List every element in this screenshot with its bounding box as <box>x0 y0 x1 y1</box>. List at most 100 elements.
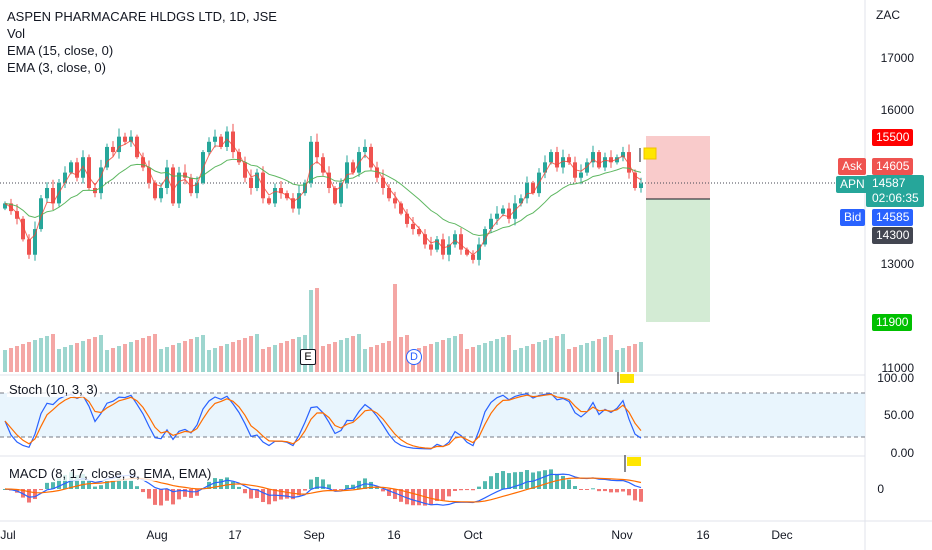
candle <box>219 136 223 147</box>
volume-bar <box>465 349 469 372</box>
candle <box>483 229 487 245</box>
legend-vol[interactable]: Vol <box>7 26 26 41</box>
volume-bar <box>321 346 325 372</box>
flag-icon[interactable] <box>617 372 634 384</box>
volume-series <box>3 284 643 372</box>
stoch-label[interactable]: Stoch (10, 3, 3) <box>7 382 100 397</box>
candle <box>327 172 331 188</box>
macd-hist-bar <box>285 489 289 499</box>
macd-hist-bar <box>453 489 457 491</box>
macd-hist-bar <box>639 489 643 502</box>
last-price-box: 14587 02:06:35 <box>866 175 924 207</box>
candle <box>123 136 127 142</box>
legend-ema15[interactable]: EMA (15, close, 0) <box>7 43 114 58</box>
candle <box>363 146 367 153</box>
macd-hist-bar <box>147 489 151 499</box>
candle <box>273 188 277 204</box>
volume-bar <box>81 341 85 372</box>
macd-hist-bar <box>627 489 631 496</box>
position-reward-zone[interactable] <box>646 199 710 322</box>
volume-bar <box>453 336 457 372</box>
volume-bar <box>189 339 193 372</box>
volume-bar <box>459 334 463 372</box>
macd-hist-bar <box>387 489 391 496</box>
volume-bar <box>183 341 187 372</box>
candle <box>249 177 253 188</box>
volume-bar <box>441 340 445 372</box>
macd-hist-bar <box>603 489 607 492</box>
macd-hist-bar <box>195 489 199 496</box>
flag-icon[interactable] <box>624 455 641 472</box>
candle <box>177 172 181 204</box>
candle <box>81 157 85 178</box>
volume-bar <box>399 337 403 372</box>
candle <box>411 223 415 230</box>
candle <box>345 162 349 183</box>
macd-hist-bar <box>543 470 547 489</box>
volume-bar <box>549 338 553 372</box>
macd-hist-bar <box>189 489 193 498</box>
volume-bar <box>327 344 331 372</box>
volume-bar <box>141 338 145 372</box>
macd-hist-bar <box>483 481 487 489</box>
ask-label-tag: Ask <box>838 158 867 175</box>
macd-hist-bar <box>159 489 163 506</box>
volume-bar <box>21 344 25 372</box>
candle <box>297 193 301 209</box>
macd-hist-bar <box>33 489 37 500</box>
target-high-tag[interactable]: 15500 <box>872 129 914 146</box>
volume-bar <box>129 342 133 372</box>
macd-label[interactable]: MACD (8, 17, close, 9, EMA, EMA) <box>7 466 214 481</box>
macd-hist-bar <box>609 489 613 493</box>
macd-hist-bar <box>27 489 31 503</box>
candle <box>501 208 505 214</box>
volume-bar <box>63 347 67 372</box>
candle <box>549 152 553 163</box>
macd-hist-bar <box>519 471 523 489</box>
volume-bar <box>99 335 103 372</box>
macd-hist-bar <box>549 469 553 489</box>
macd-hist-bar <box>237 486 241 489</box>
candle <box>39 198 43 230</box>
volume-bar <box>213 348 217 372</box>
volume-bar <box>555 336 559 372</box>
volume-bar <box>9 348 13 372</box>
candle <box>465 249 469 255</box>
volume-bar <box>627 346 631 372</box>
macd-hist-bar <box>495 472 499 489</box>
volume-bar <box>381 343 385 372</box>
legend-ema3[interactable]: EMA (3, close, 0) <box>7 60 106 75</box>
candle <box>159 188 163 199</box>
macd-hist-bar <box>183 489 187 497</box>
macd-hist-bar <box>471 489 475 491</box>
macd-hist-bar <box>327 484 331 489</box>
position-risk-zone[interactable] <box>646 136 710 199</box>
macd-hist-bar <box>561 475 565 489</box>
volume-bar <box>255 334 259 372</box>
candle <box>51 188 55 204</box>
volume-bar <box>483 343 487 372</box>
stop-tag[interactable]: 14300 <box>872 227 914 244</box>
flag-icon[interactable] <box>639 147 657 162</box>
volume-bar <box>609 335 613 372</box>
macd-hist-bar <box>87 480 91 489</box>
earnings-icon[interactable]: E <box>300 349 316 365</box>
target-low-tag[interactable]: 11900 <box>872 314 913 331</box>
symbol-title[interactable]: ASPEN PHARMACARE HLDGS LTD, 1D, JSE <box>7 9 277 24</box>
candle <box>585 162 589 173</box>
macd-hist-bar <box>357 480 361 489</box>
candle-series <box>3 123 643 266</box>
candle <box>399 203 403 214</box>
candle <box>45 188 49 199</box>
macd-hist-bar <box>261 489 265 503</box>
macd-hist-bar <box>465 489 469 491</box>
volume-bar <box>435 342 439 372</box>
macd-hist-bar <box>249 489 253 499</box>
volume-bar <box>297 337 301 372</box>
dividend-icon[interactable]: D <box>406 349 422 365</box>
volume-bar <box>87 339 91 372</box>
volume-bar <box>147 336 151 372</box>
currency-label[interactable]: ZAC <box>876 8 900 22</box>
macd-hist-bar <box>171 489 175 505</box>
